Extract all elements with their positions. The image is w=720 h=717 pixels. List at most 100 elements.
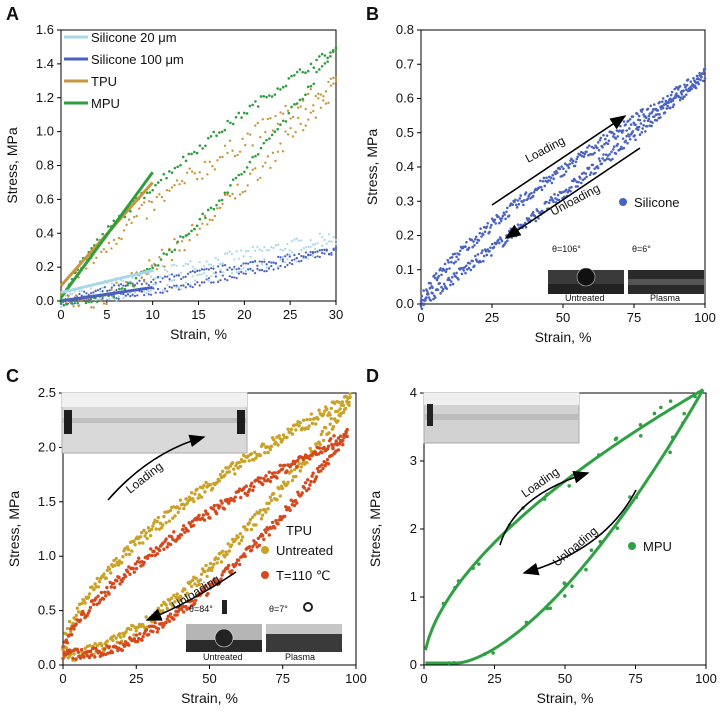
tpu-point [105, 302, 108, 306]
silicone-point [550, 196, 554, 200]
tpu-untreated-point [185, 501, 189, 506]
mpu-point [243, 170, 246, 174]
silicone-point [603, 143, 606, 146]
tpu-untreated-point [305, 417, 309, 422]
tpu-t110-point [107, 592, 111, 596]
silicone-point [445, 267, 449, 271]
silicone-point [472, 240, 475, 243]
mpu-point [562, 581, 567, 585]
tpu-t110-point [245, 493, 250, 497]
silicone100-point [212, 267, 215, 270]
silicone100-point [274, 262, 278, 265]
tpu-untreated-point [249, 527, 254, 532]
silicone20-point [286, 258, 289, 261]
panel-label-d: D [366, 366, 379, 386]
tpu-untreated-point [167, 519, 172, 523]
silicone100-point [80, 294, 83, 297]
silicone-point [564, 170, 568, 173]
silicone100-point [316, 250, 319, 253]
tpu-t110-point [72, 627, 76, 631]
tpu-untreated-point [234, 463, 238, 468]
tpu-point [77, 304, 80, 308]
silicone100-point [143, 294, 146, 297]
tpu-untreated-point [237, 541, 241, 546]
panel-d-annotations: Loading Unloading MPU [423, 392, 672, 576]
tpu-point [170, 259, 174, 262]
silicone20-point [297, 239, 301, 242]
mpu-point [123, 287, 127, 291]
tpu-untreated-point [102, 572, 106, 576]
mpu-point [201, 147, 204, 150]
silicone-point [452, 261, 456, 265]
tpu-untreated-point [134, 629, 138, 633]
silicone-point [569, 189, 572, 193]
y-tick-label: 0 [410, 657, 417, 672]
tpu-t110-point [220, 573, 224, 577]
tpu-untreated-point [297, 461, 301, 466]
tpu-point [309, 111, 312, 114]
tpu-point [312, 104, 315, 107]
mpu-point [273, 93, 277, 96]
mpu-point [195, 151, 199, 155]
tpu-untreated-point [159, 525, 164, 530]
mpu-point [218, 199, 221, 202]
silicone20-point [122, 280, 125, 283]
silicone-point [533, 214, 537, 218]
silicone20-point [260, 249, 264, 253]
tpu-point [163, 265, 166, 268]
silicone-point [440, 273, 443, 277]
silicone100-point [249, 267, 252, 270]
silicone-point [467, 246, 471, 250]
silicone100-point [198, 269, 201, 272]
mpu-point [270, 133, 274, 137]
tpu-untreated-point [274, 440, 278, 444]
tpu-point [256, 178, 259, 182]
tpu-point [221, 155, 224, 159]
silicone-point [524, 191, 528, 194]
silicone20-point [288, 249, 291, 252]
silicone-point [625, 134, 628, 138]
silicone100-point [87, 298, 90, 302]
tpu-point [180, 240, 184, 243]
tpu-untreated-point [281, 433, 286, 437]
tpu-untreated-point [148, 533, 153, 538]
tpu-t110-point [250, 548, 254, 552]
tpu-untreated-point [226, 542, 230, 546]
unloading-arrow-c [145, 571, 237, 621]
silicone-point [589, 171, 593, 174]
silicone20-point [212, 272, 215, 275]
silicone-point [586, 146, 589, 149]
tpu-untreated-point [307, 424, 311, 428]
silicone20-point [117, 295, 120, 298]
silicone100-point [314, 251, 317, 254]
tpu-untreated-point [325, 407, 329, 412]
silicone20-point [230, 252, 234, 255]
tpu-t110-point [155, 552, 160, 556]
theta-untreated-c: θ=84° [189, 604, 213, 614]
tpu-untreated-point [294, 428, 298, 432]
tpu-t110-point [87, 609, 92, 613]
mpu-point [276, 127, 279, 131]
tpu-t110-point [184, 604, 188, 609]
silicone100-point [219, 270, 222, 273]
silicone-point [628, 117, 632, 121]
silicone20-point [198, 261, 201, 264]
tpu-point [203, 160, 207, 164]
tpu-untreated-point [118, 635, 123, 639]
tpu-untreated-point [249, 452, 254, 456]
tpu-untreated-point [144, 531, 148, 535]
silicone-point [610, 150, 613, 154]
tpu-t110-point [188, 522, 192, 526]
silicone-point [666, 94, 669, 98]
tpu-untreated-point [207, 566, 212, 570]
tpu-untreated-point [261, 442, 266, 447]
tpu-t110-point [96, 594, 100, 598]
silicone-point [671, 99, 675, 102]
silicone-point [541, 179, 545, 183]
tpu-t110-point [345, 427, 349, 432]
mpu-point [268, 137, 271, 140]
mpu-point [306, 69, 310, 73]
tpu-t110-point [102, 590, 107, 594]
silicone-point [579, 181, 583, 185]
silicone100-point [196, 281, 199, 284]
